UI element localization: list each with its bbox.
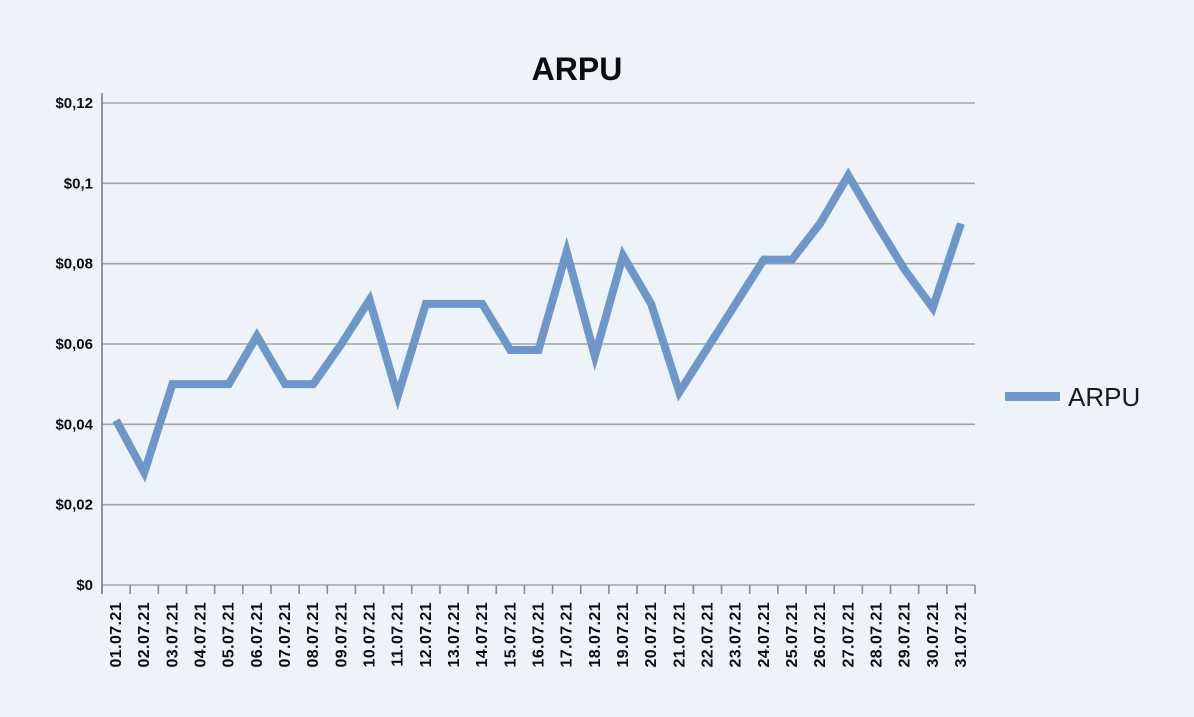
x-axis-label: 05.07.21	[221, 602, 238, 667]
x-axis-label: 18.07.21	[587, 602, 604, 667]
x-axis-label: 24.07.21	[756, 602, 773, 667]
x-axis-label: 25.07.21	[784, 602, 801, 667]
x-axis-label: 14.07.21	[474, 602, 491, 667]
x-axis-label: 23.07.21	[728, 602, 745, 667]
x-axis-label: 22.07.21	[699, 602, 716, 667]
legend-swatch-line	[1005, 392, 1060, 401]
x-axis-label: 29.07.21	[897, 602, 914, 667]
x-axis-label: 09.07.21	[333, 602, 350, 667]
x-axis-label: 10.07.21	[362, 602, 379, 667]
x-axis-label: 07.07.21	[277, 602, 294, 667]
x-axis-label: 16.07.21	[531, 602, 548, 667]
x-axis-label: 28.07.21	[868, 602, 885, 667]
y-axis-label: $0,04	[55, 416, 93, 433]
x-axis-labels: 01.07.21 02.07.21 03.07.21 04.07.21 05.07.21…	[108, 602, 970, 667]
x-axis-label: 13.07.21	[446, 602, 463, 667]
axes	[101, 93, 976, 594]
x-axis-label: 21.07.21	[671, 602, 688, 667]
x-axis-label: 15.07.21	[502, 602, 519, 667]
x-axis-label: 11.07.21	[390, 602, 407, 667]
x-axis-label: 19.07.21	[615, 602, 632, 667]
x-axis-label: 31.07.21	[953, 602, 970, 667]
x-axis-label: 26.07.21	[812, 602, 829, 667]
chart-title: ARPU	[532, 51, 623, 87]
x-axis-label: 30.07.21	[925, 602, 942, 667]
legend-label: ARPU	[1068, 382, 1140, 412]
x-axis-label: 17.07.21	[559, 602, 576, 667]
y-axis-label: $0,1	[64, 175, 93, 192]
x-axis-label: 02.07.21	[136, 602, 153, 667]
x-axis-label: 06.07.21	[249, 602, 266, 667]
x-axis-label: 20.07.21	[643, 602, 660, 667]
y-axis-label: $0,06	[55, 336, 93, 353]
gridlines	[102, 102, 975, 586]
x-axis-label: 01.07.21	[108, 602, 125, 667]
x-axis-label: 12.07.21	[418, 602, 435, 667]
legend: ARPU	[1005, 382, 1140, 412]
y-axis-label: $0	[76, 577, 93, 594]
x-axis-label: 08.07.21	[305, 602, 322, 667]
y-axis-label: $0,12	[55, 95, 93, 112]
x-axis-label: 03.07.21	[164, 602, 181, 667]
x-axis-label: 27.07.21	[840, 602, 857, 667]
y-axis-label: $0,08	[55, 256, 93, 273]
y-axis-labels: $0 $0,02 $0,04 $0,06 $0,08 $0,1 $0,12	[55, 95, 93, 594]
x-axis-label: 04.07.21	[193, 602, 210, 667]
y-axis-label: $0,02	[55, 497, 93, 514]
arpu-line-series	[112, 167, 965, 483]
